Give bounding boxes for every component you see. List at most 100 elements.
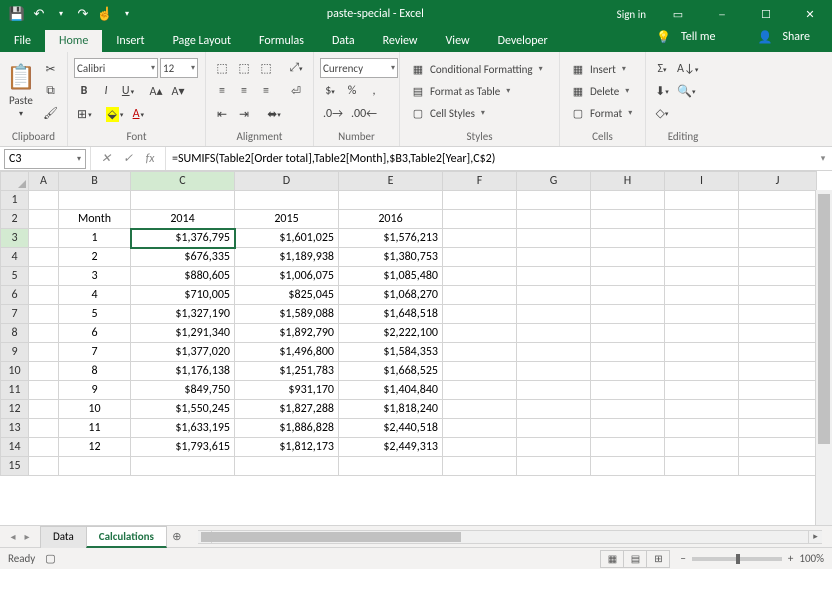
tab-home[interactable]: Home: [45, 30, 102, 52]
cancel-formula-button[interactable]: ✕: [95, 149, 117, 169]
cell[interactable]: $2,222,100: [339, 324, 443, 343]
cell[interactable]: 7: [59, 343, 131, 362]
cell[interactable]: [591, 229, 665, 248]
cell[interactable]: [443, 191, 517, 210]
cell[interactable]: [339, 191, 443, 210]
cell[interactable]: [29, 457, 59, 476]
cell[interactable]: [29, 229, 59, 248]
row-header-15[interactable]: 15: [1, 457, 29, 476]
indent-decrease-button[interactable]: ⇤: [212, 104, 232, 124]
cell[interactable]: [131, 457, 235, 476]
row-header-13[interactable]: 13: [1, 419, 29, 438]
cell[interactable]: [517, 210, 591, 229]
cell[interactable]: 10: [59, 400, 131, 419]
cell[interactable]: [517, 229, 591, 248]
cell[interactable]: [739, 191, 817, 210]
cell[interactable]: $1,648,518: [339, 305, 443, 324]
cell[interactable]: [443, 362, 517, 381]
cell[interactable]: [235, 191, 339, 210]
redo-icon[interactable]: ↷: [74, 5, 92, 23]
cell[interactable]: [739, 324, 817, 343]
cell[interactable]: $1,818,240: [339, 400, 443, 419]
cell[interactable]: [517, 438, 591, 457]
cell[interactable]: [29, 438, 59, 457]
cell[interactable]: $1,377,020: [131, 343, 235, 362]
cell[interactable]: $1,576,213: [339, 229, 443, 248]
cell[interactable]: [591, 305, 665, 324]
format-painter-button[interactable]: 🖌: [40, 103, 61, 123]
col-header-J[interactable]: J: [739, 172, 817, 191]
cell[interactable]: $1,189,938: [235, 248, 339, 267]
align-middle-button[interactable]: ⬚: [234, 58, 254, 78]
cell[interactable]: [591, 438, 665, 457]
tab-file[interactable]: File: [0, 30, 45, 52]
cell[interactable]: [591, 267, 665, 286]
cell[interactable]: [665, 362, 739, 381]
cell[interactable]: [29, 210, 59, 229]
cell[interactable]: [29, 400, 59, 419]
row-header-7[interactable]: 7: [1, 305, 29, 324]
cell[interactable]: [591, 191, 665, 210]
grow-font-button[interactable]: A▴: [146, 81, 166, 101]
cell[interactable]: $1,812,173: [235, 438, 339, 457]
font-color-button[interactable]: A▾: [128, 104, 148, 124]
cell[interactable]: 8: [59, 362, 131, 381]
cell[interactable]: [443, 305, 517, 324]
bold-button[interactable]: B: [74, 81, 94, 101]
paste-button[interactable]: 📋 Paste ▾: [6, 54, 36, 128]
conditional-formatting-button[interactable]: ▦Conditional Formatting▾: [406, 59, 547, 79]
italic-button[interactable]: I: [96, 81, 116, 101]
cell[interactable]: $2,440,518: [339, 419, 443, 438]
wrap-text-button[interactable]: ⏎: [286, 81, 306, 101]
find-select-button[interactable]: 🔍▾: [674, 81, 698, 101]
delete-cells-button[interactable]: ▦Delete▾: [566, 81, 636, 101]
select-all-corner[interactable]: [1, 172, 29, 191]
share-button[interactable]: 👤 Share: [751, 22, 822, 52]
row-header-12[interactable]: 12: [1, 400, 29, 419]
cell[interactable]: [665, 400, 739, 419]
align-top-button[interactable]: ⬚: [212, 58, 232, 78]
cell[interactable]: [591, 343, 665, 362]
tab-view[interactable]: View: [432, 30, 484, 52]
cell[interactable]: [29, 419, 59, 438]
signin-button[interactable]: Sign in: [607, 0, 656, 28]
cell[interactable]: [443, 248, 517, 267]
vertical-scrollbar[interactable]: [815, 190, 832, 525]
cell[interactable]: [517, 305, 591, 324]
cell[interactable]: [29, 324, 59, 343]
cell[interactable]: $1,668,525: [339, 362, 443, 381]
cell[interactable]: [665, 343, 739, 362]
cell[interactable]: [591, 362, 665, 381]
cell[interactable]: 5: [59, 305, 131, 324]
align-bottom-button[interactable]: ⬚: [256, 58, 276, 78]
indent-increase-button[interactable]: ⇥: [234, 104, 254, 124]
tab-data[interactable]: Data: [318, 30, 369, 52]
align-center-button[interactable]: ≡: [234, 81, 254, 101]
cell[interactable]: $1,827,288: [235, 400, 339, 419]
underline-button[interactable]: U▾: [118, 81, 138, 101]
sheet-tab-calculations[interactable]: Calculations: [86, 526, 167, 548]
cell[interactable]: [29, 267, 59, 286]
cell[interactable]: [665, 248, 739, 267]
cell[interactable]: [443, 381, 517, 400]
cell[interactable]: 11: [59, 419, 131, 438]
enter-formula-button[interactable]: ✓: [117, 149, 139, 169]
cell[interactable]: [517, 248, 591, 267]
qat-customize-icon[interactable]: ▾: [118, 5, 136, 23]
tab-formulas[interactable]: Formulas: [245, 30, 318, 52]
col-header-E[interactable]: E: [339, 172, 443, 191]
cell[interactable]: 3: [59, 267, 131, 286]
horizontal-scrollbar[interactable]: ◂ ▸: [198, 530, 822, 544]
sheet-table[interactable]: ABCDEFGHIJ 12Month20142015201631$1,376,7…: [0, 171, 817, 476]
cell[interactable]: [29, 191, 59, 210]
cell[interactable]: [443, 419, 517, 438]
cell[interactable]: 2015: [235, 210, 339, 229]
copy-button[interactable]: ⧉: [40, 81, 61, 101]
cell[interactable]: $849,750: [131, 381, 235, 400]
cell[interactable]: [739, 267, 817, 286]
cell[interactable]: $1,584,353: [339, 343, 443, 362]
cell[interactable]: [443, 229, 517, 248]
clear-button[interactable]: ◇▾: [652, 103, 672, 123]
scrollbar-thumb[interactable]: [201, 532, 461, 542]
format-as-table-button[interactable]: ▤Format as Table▾: [406, 81, 547, 101]
